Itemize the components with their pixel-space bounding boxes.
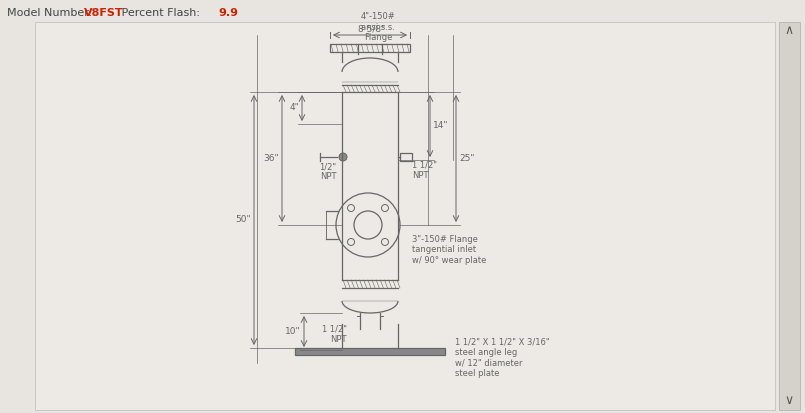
Text: ∧: ∧ — [784, 24, 794, 36]
Circle shape — [339, 153, 347, 161]
Text: 10": 10" — [286, 327, 301, 336]
Text: 1 1/2"
NPT: 1 1/2" NPT — [322, 325, 347, 344]
Text: Percent Flash:: Percent Flash: — [118, 8, 204, 18]
Text: 1/2"
NPT: 1/2" NPT — [320, 162, 336, 181]
Text: 25": 25" — [459, 154, 474, 163]
Text: 4": 4" — [289, 104, 299, 112]
Text: ∨: ∨ — [784, 394, 794, 406]
Text: 8 5/8": 8 5/8" — [358, 24, 386, 33]
Text: 3"-150# Flange
tangential inlet
w/ 90° wear plate: 3"-150# Flange tangential inlet w/ 90° w… — [412, 235, 486, 265]
Text: 1 1/2" X 1 1/2" X 3/16"
steel angle leg
w/ 12" diameter
steel plate: 1 1/2" X 1 1/2" X 3/16" steel angle leg … — [455, 338, 550, 378]
Text: 9.9: 9.9 — [218, 8, 238, 18]
Bar — [295, 348, 445, 355]
Text: Model Number:: Model Number: — [7, 8, 96, 18]
Text: 50": 50" — [235, 216, 251, 225]
Text: 4"-150#
ansi s.s.
Flange: 4"-150# ansi s.s. Flange — [361, 12, 395, 42]
Text: 1 1/2"
NPT: 1 1/2" NPT — [412, 161, 437, 180]
Bar — [400, 153, 412, 161]
Text: V8FST: V8FST — [84, 8, 124, 18]
Text: 36": 36" — [263, 154, 279, 163]
Text: 14": 14" — [433, 121, 448, 131]
Bar — [330, 44, 410, 52]
Bar — [779, 22, 800, 410]
